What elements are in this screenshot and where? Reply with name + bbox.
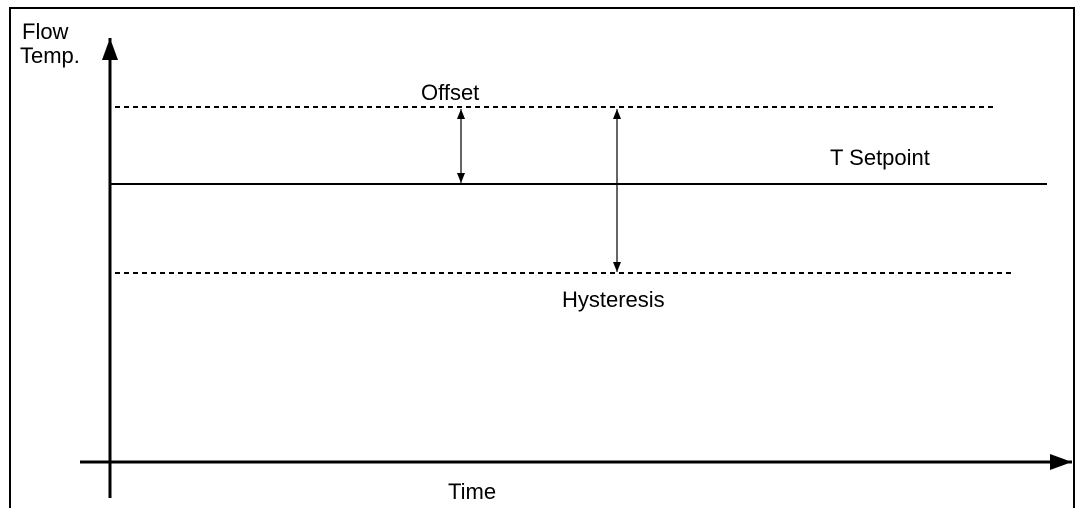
- frame: [9, 7, 1075, 508]
- offset-label: Offset: [421, 80, 479, 105]
- y-axis-label: Temp.: [20, 43, 80, 68]
- y-axis-label: Flow: [22, 19, 69, 44]
- setpoint-label: T Setpoint: [830, 145, 930, 170]
- x-axis-label: Time: [448, 479, 496, 504]
- hysteresis-label: Hysteresis: [562, 287, 665, 312]
